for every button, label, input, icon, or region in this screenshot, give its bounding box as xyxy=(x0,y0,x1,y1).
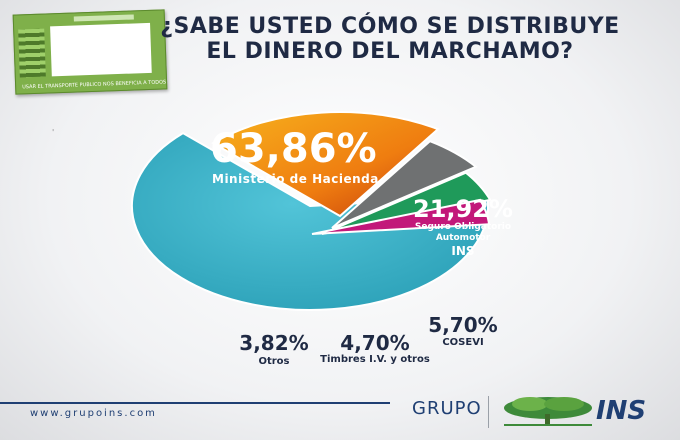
hacienda-name-label: Ministerio de Hacienda xyxy=(212,172,379,186)
timbres-percent-label: 4,70% xyxy=(340,331,410,355)
ins-name-label-2: Automotor xyxy=(435,233,491,243)
cosevi-percent-label: 5,70% xyxy=(428,313,498,337)
cosevi-name-label: COSEVI xyxy=(442,337,484,348)
slice-timbres xyxy=(321,171,492,235)
ins-wordmark: INS xyxy=(596,396,647,426)
footer-rule xyxy=(0,402,390,404)
hacienda-percent-label: 63,86% xyxy=(210,126,377,172)
title-line-1: ¿SABE USTED CÓMO SE DISTRIBUYE xyxy=(160,14,620,39)
otros-name-label: Otros xyxy=(258,356,290,367)
ins-percent-label: 21,92% xyxy=(413,195,513,223)
tree-logo-icon xyxy=(504,397,592,426)
timbres-name-label: Timbres I.V. y otros xyxy=(320,354,430,365)
page-title: ¿SABE USTED CÓMO SE DISTRIBUYE EL DINERO… xyxy=(160,14,620,64)
slice-ins xyxy=(211,111,440,218)
ins-name-label-3: INS xyxy=(451,244,475,258)
slice-hacienda xyxy=(131,131,489,312)
footer-divider xyxy=(488,396,489,428)
ins-name-label-1: Seguro Obligatorio xyxy=(414,222,512,232)
decor-mark: ' xyxy=(52,128,55,137)
slice-cosevi xyxy=(331,140,478,229)
title-line-2: EL DINERO DEL MARCHAMO? xyxy=(206,39,574,64)
otros-percent-label: 3,82% xyxy=(239,331,309,355)
slice-otros xyxy=(311,198,491,235)
footer-url[interactable]: www.grupoins.com xyxy=(30,408,157,419)
grupo-wordmark: GRUPO xyxy=(412,398,482,419)
